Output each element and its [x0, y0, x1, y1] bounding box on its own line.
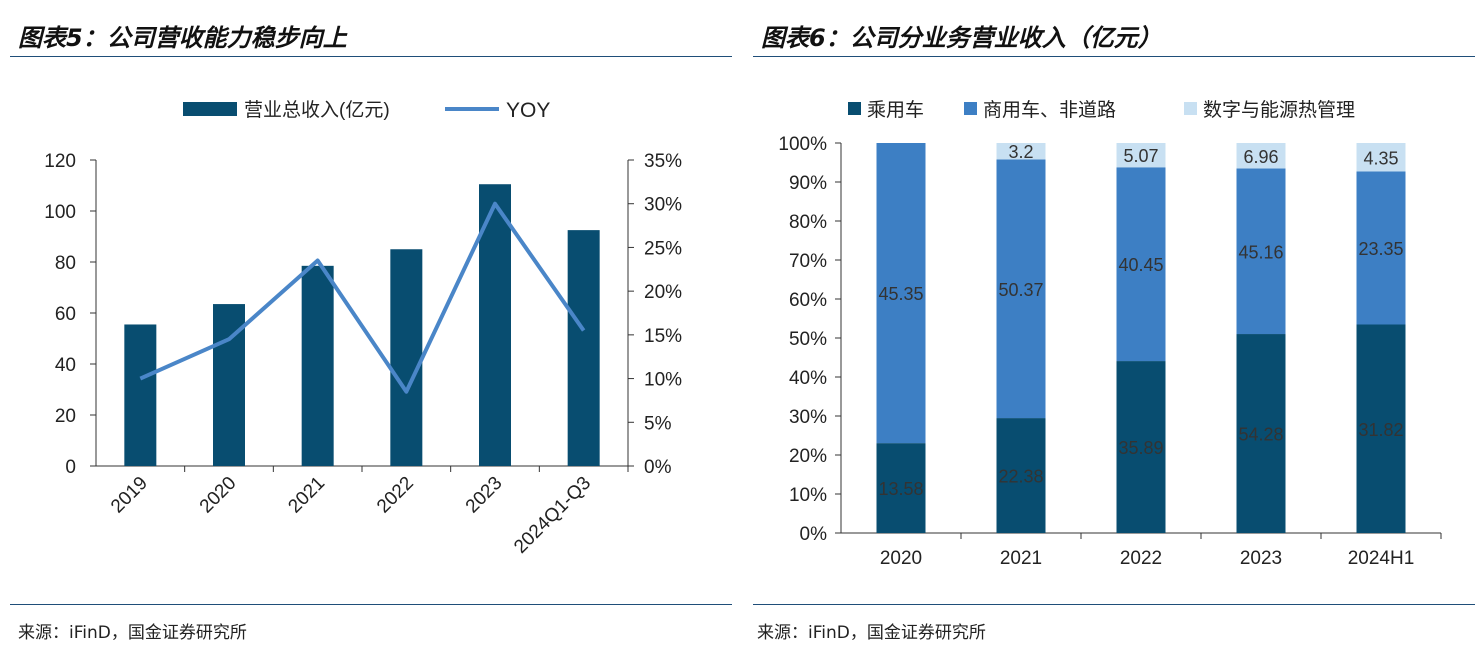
stacked-bar-segment: [1116, 167, 1166, 362]
y-tick-label: 60%: [789, 290, 827, 311]
right-tick-label: 15%: [644, 326, 682, 347]
x-tick-label: 2021: [1000, 548, 1042, 569]
right-tick-label: 0%: [644, 457, 672, 478]
y-tick-label: 10%: [789, 485, 827, 506]
stacked-bar-segment: [996, 143, 1046, 160]
data-label: 45.35: [878, 284, 923, 304]
revenue-bar: [390, 249, 423, 466]
left-tick-label: 80: [55, 253, 76, 274]
data-label: 3.2: [1008, 142, 1033, 162]
figure-6-panel: 图表6：公司分业务营业收入（亿元） 乘用车 商用车、非道路 数字与能源热管理 0% 10…: [745, 0, 1475, 650]
stacked-bar-segment: [1236, 334, 1286, 533]
x-tick-label: 2023: [462, 473, 507, 518]
figure-5-source: 来源：iFinD，国金证券研究所: [18, 623, 247, 643]
stacked-bar-segment: [1356, 171, 1406, 325]
stacked-bar-segment: [876, 143, 926, 444]
left-tick-label: 100: [44, 202, 76, 223]
y-tick-label: 20%: [789, 446, 827, 467]
y-tick-label: 80%: [789, 212, 827, 233]
y-tick-label: 0%: [800, 524, 828, 545]
data-label: 35.89: [1118, 438, 1163, 458]
figure-6-title: 图表6：公司分业务营业收入（亿元）: [761, 24, 1162, 52]
segment-revenue-chart: 乘用车 商用车、非道路 数字与能源热管理 0% 10% 20% 30% 40% 50% 60% 70…: [778, 99, 1442, 569]
y-tick-label: 90%: [789, 173, 827, 194]
legend-swatch: [848, 102, 861, 115]
right-tick-label: 10%: [644, 370, 682, 391]
y-tick-label: 50%: [789, 329, 827, 350]
y-tick-label: 100%: [778, 134, 827, 155]
left-tick-label: 60: [55, 304, 76, 325]
legend-label: 数字与能源热管理: [1203, 99, 1355, 121]
x-tick-label: 2020: [880, 548, 922, 569]
yoy-line: [139, 201, 586, 394]
data-label: 31.82: [1358, 420, 1403, 440]
data-label: 45.16: [1238, 242, 1283, 262]
legend-swatch: [1184, 102, 1197, 115]
revenue-bar: [479, 184, 511, 466]
revenue-yoy-chart: 营业总收入(亿元) YOY 0 20 40 60 80 100 120 0% 5% 10% 15% 20%…: [44, 99, 682, 558]
figure-6-source: 来源：iFinD，国金证券研究所: [757, 623, 986, 643]
left-tick-label: 0: [65, 457, 76, 478]
figure-5-title: 图表5：公司营收能力稳步向上: [18, 24, 347, 52]
left-tick-label: 20: [55, 406, 76, 427]
left-tick-label: 120: [44, 151, 76, 172]
stacked-bar-segment: [1236, 168, 1286, 335]
data-label: 6.96: [1243, 147, 1278, 167]
left-tick-label: 40: [55, 355, 76, 376]
x-tick-label: 2022: [373, 473, 418, 518]
stacked-bar-segment: [996, 159, 1046, 419]
x-tick-label: 2020: [196, 473, 241, 518]
right-tick-label: 20%: [644, 282, 682, 303]
revenue-bar: [301, 265, 334, 466]
data-label: 5.07: [1123, 146, 1158, 166]
x-tick-label: 2023: [1240, 548, 1282, 569]
source-divider: [10, 604, 732, 605]
stacked-bar-segment: [1116, 143, 1166, 168]
x-tick-label: 2024H1: [1348, 548, 1415, 569]
y-tick-label: 70%: [789, 251, 827, 272]
x-tick-label: 2024Q1-Q3: [510, 473, 595, 558]
x-tick-label: 2019: [107, 473, 152, 518]
legend-swatch: [964, 102, 977, 115]
data-label: 40.45: [1118, 255, 1163, 275]
y-tick-label: 40%: [789, 368, 827, 389]
legend-label-yoy: YOY: [506, 99, 550, 122]
stacked-bar-segment: [1356, 324, 1406, 533]
data-label: 22.38: [998, 467, 1043, 487]
right-tick-label: 35%: [644, 151, 682, 172]
stacked-bar-segment: [876, 443, 926, 533]
y-tick-label: 30%: [789, 407, 827, 428]
stacked-bar-segment: [1236, 143, 1286, 169]
source-divider: [753, 604, 1475, 605]
legend-label: 商用车、非道路: [983, 99, 1116, 121]
data-label: 50.37: [998, 280, 1043, 300]
stacked-bar-segment: [1116, 361, 1166, 533]
revenue-bar: [567, 230, 600, 466]
right-tick-label: 5%: [644, 413, 672, 434]
right-tick-label: 30%: [644, 195, 682, 216]
revenue-bar: [124, 324, 157, 466]
stacked-bar-segment: [996, 418, 1046, 533]
data-label: 54.28: [1238, 425, 1283, 445]
figure-5-panel: 图表5：公司营收能力稳步向上 营业总收入(亿元) YOY 0 20 40 60 80 100 1…: [10, 24, 732, 643]
stacked-bar-segment: [1356, 143, 1406, 172]
right-tick-label: 25%: [644, 238, 682, 259]
data-label: 13.58: [878, 479, 923, 499]
x-tick-label: 2021: [284, 473, 329, 518]
title-divider: [753, 56, 1475, 57]
legend-label-revenue: 营业总收入(亿元): [244, 99, 390, 121]
legend-swatch-revenue: [183, 102, 237, 116]
data-label: 4.35: [1363, 148, 1398, 168]
x-tick-label: 2022: [1120, 548, 1162, 569]
title-divider: [10, 56, 732, 57]
legend-label: 乘用车: [867, 99, 924, 121]
data-label: 23.35: [1358, 239, 1403, 259]
